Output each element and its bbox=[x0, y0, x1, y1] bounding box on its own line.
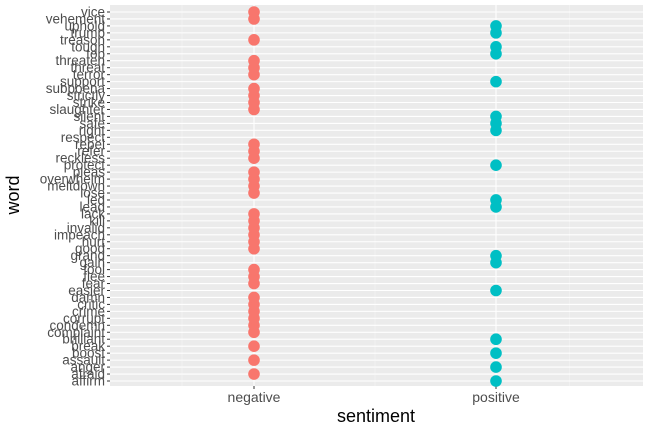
y-axis-ticks: affirmafraidangerassaultboostbreakbrilli… bbox=[40, 5, 110, 389]
y-tick-label: trump bbox=[70, 25, 105, 40]
y-tick-label: crime bbox=[72, 304, 105, 319]
y-tick-label: top bbox=[86, 46, 105, 61]
point-positive bbox=[490, 41, 502, 53]
y-tick-label: subpoena bbox=[46, 81, 106, 96]
y-tick-label: safe bbox=[79, 116, 105, 131]
y-tick-label: easier bbox=[68, 283, 105, 298]
y-tick-label: critic bbox=[77, 297, 105, 312]
y-tick-label: protect bbox=[64, 158, 106, 173]
point-negative bbox=[248, 138, 260, 151]
point-positive bbox=[490, 20, 502, 32]
y-tick-label: led bbox=[87, 192, 105, 207]
point-negative bbox=[248, 34, 260, 46]
y-tick-label: right bbox=[79, 123, 106, 138]
y-tick-label: impeach bbox=[54, 227, 105, 242]
x-tick-label: positive bbox=[472, 389, 520, 405]
y-tick-label: threaten bbox=[55, 53, 105, 68]
y-tick-label: boost bbox=[72, 346, 105, 361]
y-tick-label: break bbox=[71, 339, 105, 354]
point-positive bbox=[490, 110, 502, 123]
y-tick-label: flee bbox=[83, 269, 105, 284]
point-positive bbox=[490, 194, 502, 206]
y-tick-label: assault bbox=[62, 353, 105, 368]
point-negative bbox=[248, 54, 260, 67]
point-negative bbox=[248, 6, 260, 18]
y-tick-label: affirm bbox=[71, 374, 105, 389]
y-tick-label: refer bbox=[77, 144, 105, 159]
point-positive bbox=[490, 375, 502, 387]
plot-panel bbox=[110, 5, 643, 386]
y-tick-label: repel bbox=[75, 137, 105, 152]
point-positive bbox=[490, 347, 502, 359]
y-tick-label: pleas bbox=[73, 165, 106, 180]
y-tick-label: fear bbox=[82, 276, 106, 291]
point-positive bbox=[490, 75, 502, 88]
point-negative bbox=[248, 354, 260, 366]
x-axis-title: sentiment bbox=[337, 406, 415, 426]
y-tick-label: strictly bbox=[67, 88, 105, 103]
y-tick-label: vice bbox=[81, 5, 105, 20]
point-negative bbox=[248, 208, 260, 220]
point-negative bbox=[248, 368, 260, 380]
y-tick-label: corrupt bbox=[63, 311, 105, 326]
y-tick-label: respect bbox=[61, 130, 106, 145]
point-negative bbox=[248, 291, 260, 304]
y-tick-label: terror bbox=[73, 67, 106, 82]
y-tick-label: reckless bbox=[55, 151, 105, 166]
y-tick-label: good bbox=[75, 241, 105, 256]
y-tick-label: invalid bbox=[67, 220, 105, 235]
point-positive bbox=[490, 284, 502, 297]
x-axis-ticks: negative positive bbox=[228, 386, 520, 405]
y-tick-label: lead bbox=[79, 199, 105, 214]
data-points bbox=[248, 6, 502, 387]
point-negative bbox=[248, 82, 260, 95]
y-tick-label: lose bbox=[80, 186, 105, 201]
y-tick-label: threat bbox=[70, 60, 105, 75]
y-tick-label: meltdown bbox=[47, 179, 105, 194]
y-tick-label: strike bbox=[73, 95, 105, 110]
y-tick-label: overwhelm bbox=[40, 172, 105, 187]
y-tick-label: lack bbox=[81, 206, 105, 221]
y-tick-label: vehement bbox=[46, 11, 106, 26]
point-positive bbox=[490, 333, 502, 346]
y-tick-label: kill bbox=[89, 213, 105, 228]
y-tick-label: complaint bbox=[47, 325, 105, 340]
y-tick-label: uphold bbox=[64, 18, 105, 33]
point-positive bbox=[490, 249, 502, 262]
y-tick-label: hurt bbox=[82, 234, 106, 249]
y-tick-label: condemn bbox=[49, 318, 105, 333]
point-negative bbox=[248, 340, 260, 352]
y-tick-label: brilliant bbox=[62, 332, 105, 347]
grid-lines bbox=[110, 5, 643, 386]
y-tick-label: gain bbox=[79, 255, 105, 270]
y-tick-label: fool bbox=[83, 262, 105, 277]
y-tick-label: anger bbox=[70, 360, 105, 375]
y-axis-title: word bbox=[3, 175, 23, 215]
y-tick-label: tough bbox=[71, 39, 105, 54]
x-tick-label: negative bbox=[228, 389, 281, 405]
point-negative bbox=[248, 263, 260, 276]
y-tick-label: afraid bbox=[71, 367, 105, 382]
y-tick-label: silent bbox=[73, 109, 105, 124]
point-negative bbox=[248, 166, 260, 178]
y-tick-label: damn bbox=[71, 290, 105, 305]
y-tick-label: support bbox=[60, 74, 105, 89]
y-tick-label: slaughter bbox=[49, 102, 105, 117]
point-positive bbox=[490, 361, 502, 373]
y-tick-label: treason bbox=[60, 32, 105, 47]
y-tick-label: grand bbox=[70, 248, 105, 263]
point-positive bbox=[490, 159, 502, 171]
